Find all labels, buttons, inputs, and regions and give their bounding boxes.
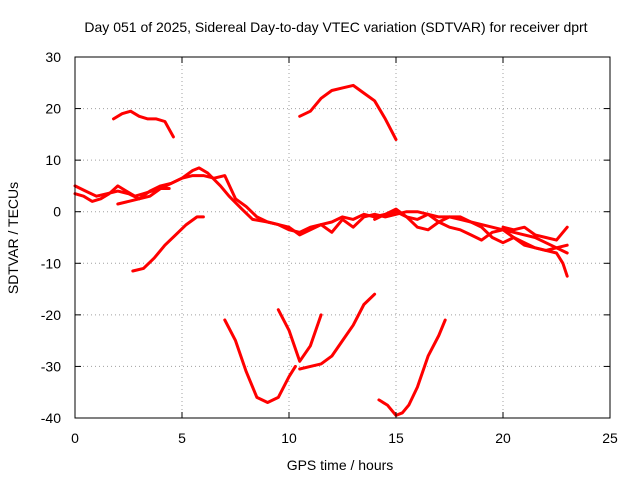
axis-ticks: 0 5 10 15 20 25 -40 -30 -20 -10 0 10 20 30 (41, 49, 618, 446)
chart-title: Day 051 of 2025, Sidereal Day-to-day VTE… (84, 19, 587, 35)
series-track-8 (276, 308, 323, 363)
x-tick-label: 10 (281, 430, 297, 446)
series-track-4 (112, 109, 175, 139)
series-track-12 (501, 225, 569, 242)
x-tick-label: 15 (388, 430, 404, 446)
x-axis-label: GPS time / hours (287, 457, 394, 473)
x-tick-label: 5 (178, 430, 186, 446)
series-track-6 (131, 215, 205, 273)
x-tick-label: 0 (71, 430, 79, 446)
series-track-7 (223, 318, 297, 404)
plot-frame (74, 56, 611, 419)
series-track-5 (298, 83, 398, 141)
series-track-9 (298, 292, 377, 371)
series-track-10 (377, 318, 447, 417)
y-tick-label: 0 (53, 204, 61, 220)
series-track-11 (373, 207, 569, 278)
y-tick-label: 30 (45, 49, 61, 65)
y-tick-label: -30 (41, 358, 61, 374)
y-tick-label: 10 (45, 152, 61, 168)
y-tick-label: -20 (41, 307, 61, 323)
y-axis-label: SDTVAR / TECUs (5, 182, 21, 294)
series-layer (73, 83, 569, 417)
y-tick-label: 20 (45, 101, 61, 117)
y-tick-label: -10 (41, 255, 61, 271)
y-tick-label: -40 (41, 410, 61, 426)
grid (75, 57, 610, 418)
x-tick-label: 25 (602, 430, 618, 446)
series-track-1 (73, 166, 569, 255)
x-tick-label: 20 (495, 430, 511, 446)
series-track-2 (73, 184, 171, 203)
series-track-3 (116, 174, 569, 252)
